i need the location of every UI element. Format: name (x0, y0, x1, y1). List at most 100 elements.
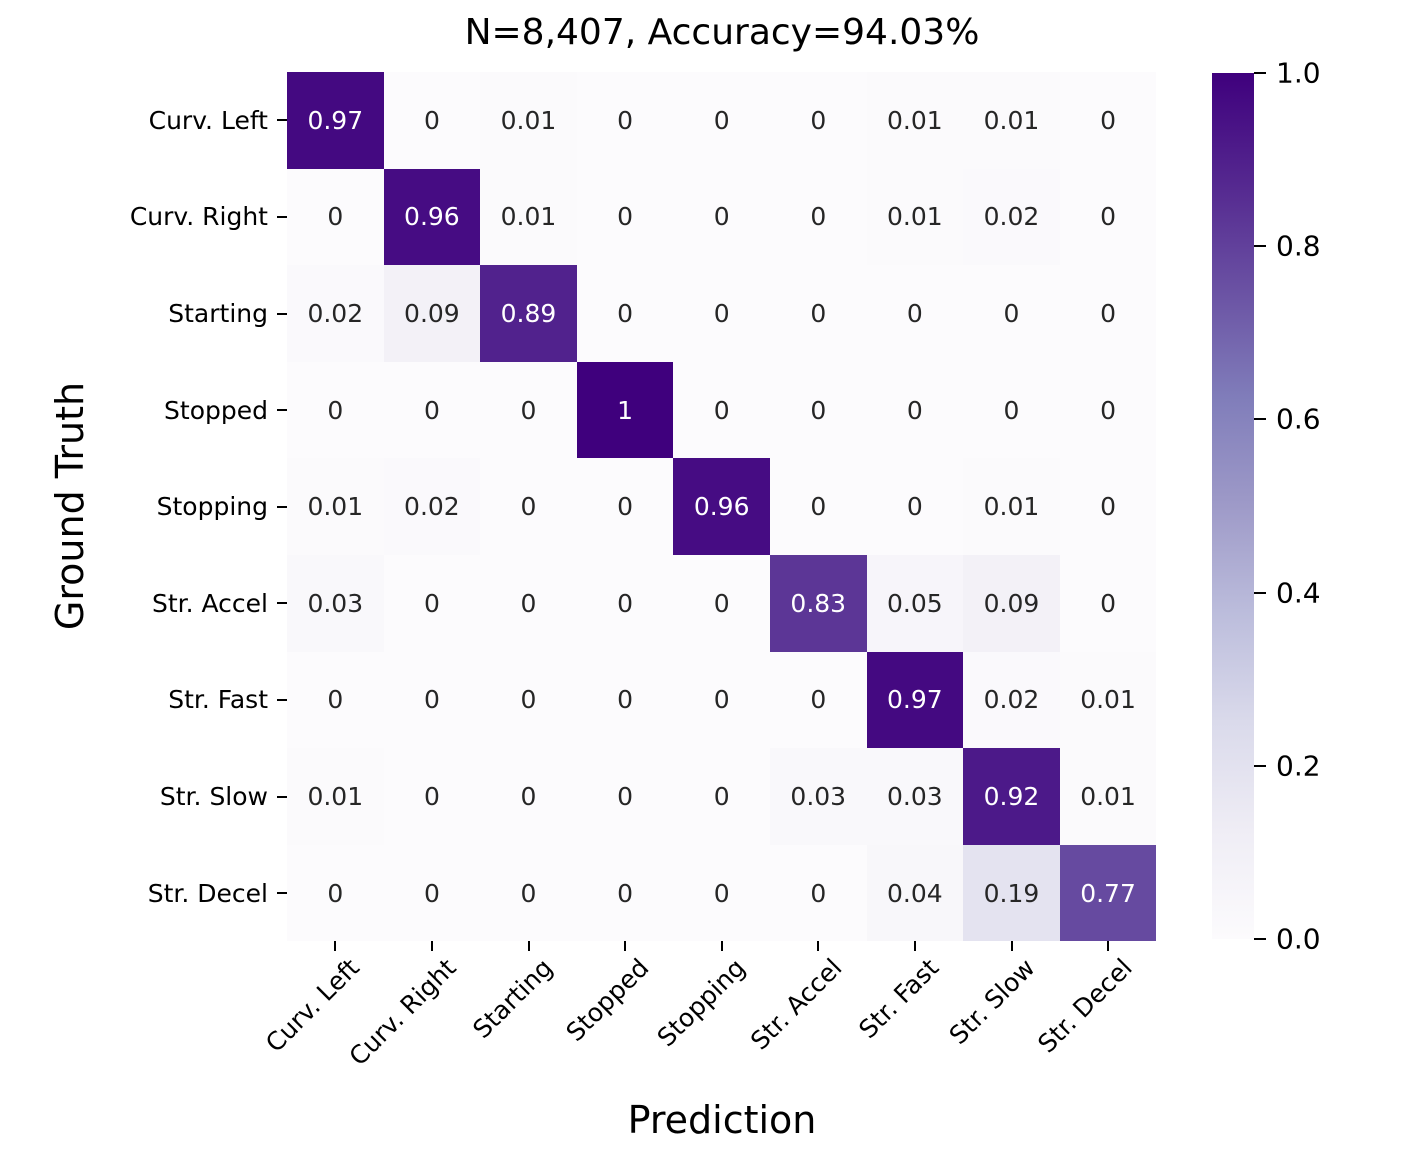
x-tick-label: Curv. Left (259, 953, 365, 1059)
heatmap-cell: 0 (383, 554, 481, 652)
y-tick-mark (277, 119, 287, 122)
x-tick-mark (334, 941, 337, 952)
heatmap-cell: 0.03 (769, 748, 867, 845)
y-tick-mark (277, 409, 287, 412)
x-tick-label: Starting (466, 953, 559, 1045)
heatmap-cell: 0.01 (1059, 651, 1157, 749)
heatmap-cell: 0 (866, 361, 964, 459)
heatmap-cell: 0.96 (673, 458, 770, 555)
heatmap-cell: 0 (866, 265, 964, 362)
heatmap-cell: 0 (576, 748, 674, 845)
x-tick-mark (1010, 941, 1013, 952)
heatmap-cell: 0 (383, 651, 481, 749)
x-tick-label: Stopping (651, 953, 752, 1053)
heatmap-cell: 0 (480, 651, 577, 749)
colorbar-tick-mark (1254, 72, 1266, 74)
y-tick-label: Str. Decel (147, 878, 268, 908)
heatmap-cell: 0 (769, 265, 867, 362)
heatmap-cell: 0 (1059, 361, 1157, 459)
heatmap-cell: 0 (576, 458, 674, 555)
heatmap-cell: 0 (963, 265, 1060, 362)
y-tick-label: Str. Accel (151, 588, 268, 618)
x-tick-mark (817, 941, 820, 952)
colorbar-tick-mark (1254, 418, 1266, 421)
heatmap-cell: 0 (673, 265, 770, 362)
x-tick-label: Str. Decel (1032, 953, 1138, 1059)
colorbar-tick-mark (1254, 245, 1266, 248)
heatmap-cell: 0.03 (866, 748, 964, 845)
heatmap-cell: 0 (287, 168, 384, 266)
heatmap-cell: 0.83 (769, 554, 867, 652)
heatmap-cell: 0.02 (383, 458, 481, 555)
heatmap-cell: 0 (1059, 168, 1157, 266)
heatmap-cell: 0 (673, 844, 770, 942)
x-tick-label: Str. Accel (745, 953, 848, 1056)
x-tick-mark (1107, 941, 1110, 952)
heatmap-cell: 0 (963, 361, 1060, 459)
heatmap-cell: 0 (576, 554, 674, 652)
colorbar-tick-label: 0.0 (1276, 922, 1321, 956)
y-tick-label: Curv. Right (129, 202, 268, 232)
heatmap-cell: 0.09 (383, 265, 481, 362)
y-tick-mark (277, 505, 287, 508)
colorbar-tick-label: 0.4 (1276, 576, 1321, 610)
heatmap-cell: 0 (383, 361, 481, 459)
y-tick-label: Stopped (164, 395, 268, 425)
y-tick-mark (277, 892, 287, 895)
y-tick-mark (277, 698, 287, 701)
colorbar-tick-label: 0.2 (1276, 749, 1321, 783)
heatmap-cell: 0 (480, 844, 577, 942)
heatmap-cell: 0.01 (866, 72, 964, 169)
heatmap-cell: 0 (287, 651, 384, 749)
x-tick-label: Str. Slow (944, 953, 1042, 1051)
x-tick-mark (527, 941, 530, 952)
heatmap-cell: 0 (480, 361, 577, 459)
heatmap-cell: 0 (576, 72, 674, 169)
y-tick-label: Curv. Left (148, 105, 268, 135)
heatmap-cell: 0 (673, 748, 770, 845)
heatmap-cell: 0 (383, 72, 481, 169)
colorbar-tick-mark (1254, 764, 1266, 767)
heatmap-cell: 0.01 (480, 168, 577, 266)
heatmap-cell: 0 (576, 844, 674, 942)
heatmap-cell: 0 (769, 844, 867, 942)
heatmap-cell: 0.19 (963, 844, 1060, 942)
heatmap-cell: 0.01 (866, 168, 964, 266)
y-tick-mark (277, 795, 287, 798)
heatmap-cell: 0.97 (866, 651, 964, 749)
heatmap-cell: 1 (576, 361, 674, 459)
heatmap-cell: 0 (1059, 554, 1157, 652)
heatmap-cell: 0 (769, 651, 867, 749)
heatmap-cell: 0.97 (287, 72, 384, 169)
heatmap-cell: 0.89 (480, 265, 577, 362)
y-tick-label: Stopping (156, 492, 268, 522)
heatmap-cell: 0.96 (383, 168, 481, 266)
y-tick-label: Str. Slow (159, 781, 268, 811)
heatmap-cell: 0 (287, 361, 384, 459)
heatmap-cell: 0 (673, 651, 770, 749)
heatmap-cell: 0 (1059, 72, 1157, 169)
heatmap-cell: 0 (673, 361, 770, 459)
heatmap-cell: 0 (673, 72, 770, 169)
x-tick-label: Stopped (560, 953, 655, 1048)
y-tick-label: Starting (168, 298, 268, 328)
heatmap-cell: 0 (576, 168, 674, 266)
x-tick-label: Str. Fast (853, 953, 945, 1045)
colorbar-tick-label: 0.6 (1276, 402, 1321, 436)
heatmap-cell: 0 (383, 748, 481, 845)
heatmap-cell: 0.03 (287, 554, 384, 652)
heatmap-cell: 0.92 (963, 748, 1060, 845)
heatmap-cell: 0.01 (963, 458, 1060, 555)
heatmap-cell: 0 (480, 554, 577, 652)
y-tick-mark (277, 602, 287, 605)
colorbar-tick-mark (1254, 591, 1266, 594)
heatmap-cell: 0 (1059, 265, 1157, 362)
heatmap-cell: 0.01 (1059, 748, 1157, 845)
heatmap-cell: 0.01 (287, 458, 384, 555)
heatmap-grid: 0.97 0 0.01 0 0 0 0.01 0.01 0 0 0.96 0.01 0 0 0 0.01 0.0… (287, 72, 1157, 942)
heatmap-cell: 0.04 (866, 844, 964, 942)
colorbar-tick-mark (1254, 938, 1266, 940)
heatmap-cell: 0 (383, 844, 481, 942)
x-tick-mark (913, 941, 916, 952)
